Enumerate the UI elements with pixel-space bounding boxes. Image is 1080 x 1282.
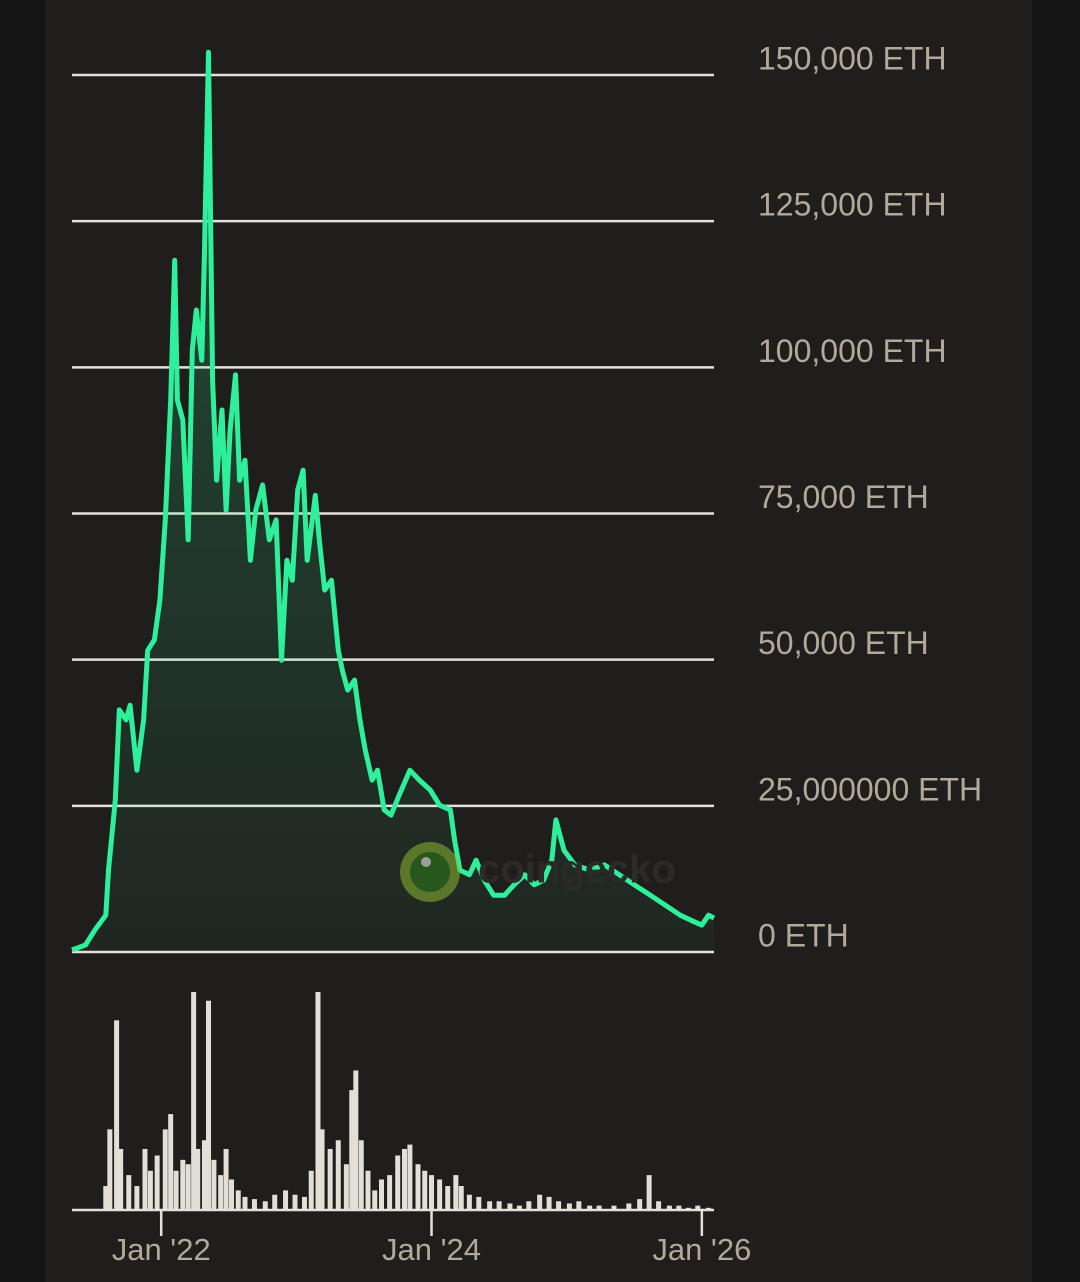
- volume-bar: [626, 1203, 632, 1210]
- volume-bar: [507, 1203, 513, 1210]
- volume-bar: [695, 1205, 701, 1210]
- volume-bar: [666, 1205, 672, 1210]
- volume-bar: [228, 1179, 234, 1210]
- volume-bar: [242, 1196, 248, 1210]
- volume-bar: [308, 1170, 314, 1210]
- volume-bar: [180, 1159, 186, 1210]
- volume-bar: [218, 1175, 224, 1210]
- volume-bar: [103, 1186, 109, 1210]
- volume-bar: [283, 1190, 289, 1210]
- volume-bar: [516, 1205, 522, 1210]
- volume-bar: [142, 1148, 148, 1210]
- volume-bar: [315, 992, 321, 1210]
- volume-bar: [147, 1170, 153, 1210]
- volume-bar: [154, 1155, 160, 1210]
- watermark: coingecko: [478, 848, 676, 892]
- volume-bar: [445, 1186, 451, 1210]
- volume-bar: [395, 1155, 401, 1210]
- volume-bar: [496, 1201, 502, 1210]
- volume-bar: [596, 1205, 602, 1210]
- volume-bar: [526, 1201, 532, 1210]
- volume-bar: [656, 1201, 662, 1210]
- volume-bar: [429, 1175, 435, 1210]
- volume-bar: [206, 1000, 212, 1210]
- y-tick-label: 150,000 ETH: [758, 40, 947, 76]
- volume-bar: [566, 1203, 572, 1210]
- volume-bar: [301, 1196, 307, 1210]
- volume-bar: [556, 1201, 562, 1210]
- line: [71, 49, 716, 953]
- volume-bar: [211, 1159, 217, 1210]
- volume-bar: [637, 1199, 643, 1210]
- volume-bar: [173, 1170, 179, 1210]
- volume-bar: [358, 1140, 364, 1210]
- volume-bar: [611, 1205, 617, 1210]
- volume-bar: [466, 1194, 472, 1210]
- volume-bar: [292, 1194, 298, 1210]
- x-tick-label: Jan '26: [652, 1232, 751, 1267]
- volume-bar: [134, 1186, 140, 1210]
- volume-bar: [191, 992, 197, 1210]
- volume-bar: [168, 1114, 174, 1210]
- volume-bar: [319, 1129, 325, 1210]
- volume-bar: [353, 1070, 359, 1210]
- x-tick-label: Jan '22: [112, 1232, 211, 1267]
- volume-bar: [327, 1148, 333, 1210]
- y-tick-label: 125,000 ETH: [758, 187, 947, 223]
- y-tick-label: 75,000 ETH: [758, 479, 929, 515]
- volume-bar: [262, 1201, 268, 1210]
- volume-bar: [646, 1175, 652, 1210]
- volume-bar: [407, 1144, 413, 1210]
- volume-bar: [487, 1201, 493, 1210]
- volume-bar: [587, 1205, 593, 1210]
- volume-bar: [576, 1201, 582, 1210]
- volume-bar: [537, 1194, 543, 1210]
- volume-bar: [223, 1148, 229, 1210]
- volume-bar: [372, 1190, 378, 1210]
- x-tick-label: Jan '24: [382, 1232, 481, 1267]
- watermark-logo: [400, 842, 460, 902]
- volume-bar: [422, 1170, 428, 1210]
- volume-bar: [458, 1186, 464, 1210]
- volume-bar: [185, 1164, 191, 1210]
- volume-bar: [476, 1196, 482, 1210]
- volume-bar: [201, 1140, 207, 1210]
- volume-bar: [335, 1140, 341, 1210]
- volume-bar: [251, 1199, 257, 1210]
- y-tick-label: 0 ETH: [758, 917, 849, 953]
- area: [72, 52, 714, 952]
- volume-bar: [676, 1205, 682, 1210]
- volume-bar: [118, 1148, 124, 1210]
- volume-bar: [415, 1164, 421, 1210]
- volume-bar: [365, 1170, 371, 1210]
- volume-bar: [546, 1196, 552, 1210]
- volume-bar: [162, 1129, 168, 1210]
- y-tick-label: 50,000 ETH: [758, 625, 929, 661]
- volume-bar: [126, 1175, 132, 1210]
- y-tick-label: 100,000 ETH: [758, 333, 947, 369]
- volume-bar: [401, 1148, 407, 1210]
- volume-bar: [195, 1148, 201, 1210]
- volume-bar: [387, 1175, 393, 1210]
- volume-bar: [453, 1175, 459, 1210]
- volume-bar: [349, 1090, 355, 1210]
- volume-bar: [114, 1020, 120, 1210]
- volume-bar: [235, 1190, 241, 1210]
- volume-bar: [379, 1179, 385, 1210]
- y-tick-label: 25,000000 ETH: [758, 771, 982, 807]
- volume-bar: [272, 1194, 278, 1210]
- volume-bar: [437, 1179, 443, 1210]
- volume-bar: [107, 1129, 113, 1210]
- volume-bar: [343, 1164, 349, 1210]
